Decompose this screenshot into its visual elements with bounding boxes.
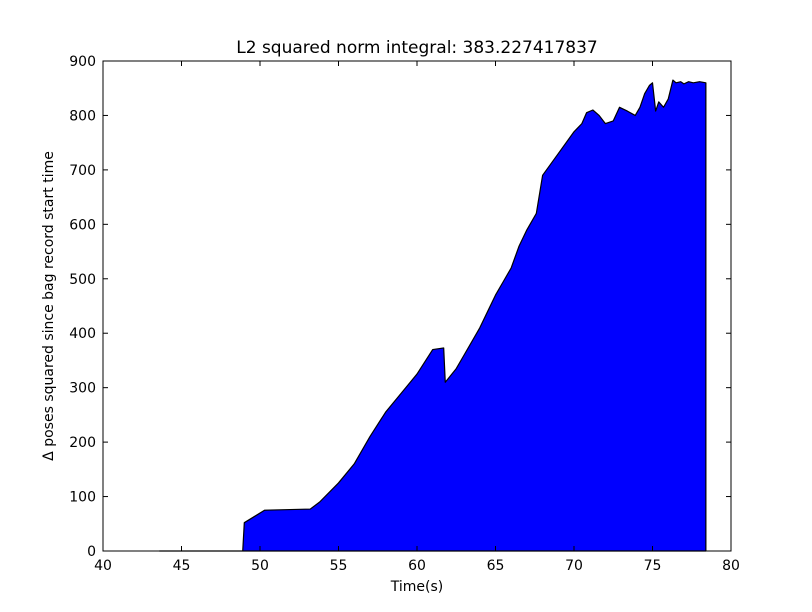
- x-tick-label: 70: [565, 558, 583, 574]
- x-axis-title: Time(s): [390, 579, 443, 595]
- y-tick-label: 500: [69, 272, 96, 288]
- y-tick-label: 700: [69, 163, 96, 179]
- plot-area: [158, 79, 707, 552]
- x-tick-label: 60: [408, 558, 426, 574]
- y-axis-title: Δ poses squared since bag record start t…: [41, 151, 57, 461]
- y-tick-label: 200: [69, 435, 96, 451]
- x-tick-label: 55: [330, 558, 348, 574]
- x-tick-label: 75: [644, 558, 662, 574]
- x-tick-label: 45: [173, 558, 191, 574]
- x-tick-label: 50: [251, 558, 269, 574]
- x-axis: 40 45 50 55 60 65 70 75 80: [94, 61, 740, 574]
- y-tick-label: 800: [69, 108, 96, 124]
- y-tick-label: 0: [87, 544, 96, 560]
- y-tick-label: 300: [69, 381, 96, 397]
- y-tick-label: 100: [69, 490, 96, 506]
- y-tick-label: 900: [69, 54, 96, 70]
- x-tick-label: 80: [722, 558, 740, 574]
- y-axis: 0 100 200 300 400 500 600 700 800 900: [69, 54, 731, 560]
- chart-title: L2 squared norm integral: 383.227417837: [236, 38, 598, 58]
- y-tick-label: 600: [69, 217, 96, 233]
- area-series-fill: [158, 79, 707, 552]
- x-tick-label: 40: [94, 558, 112, 574]
- y-tick-label: 400: [69, 326, 96, 342]
- x-tick-label: 65: [487, 558, 505, 574]
